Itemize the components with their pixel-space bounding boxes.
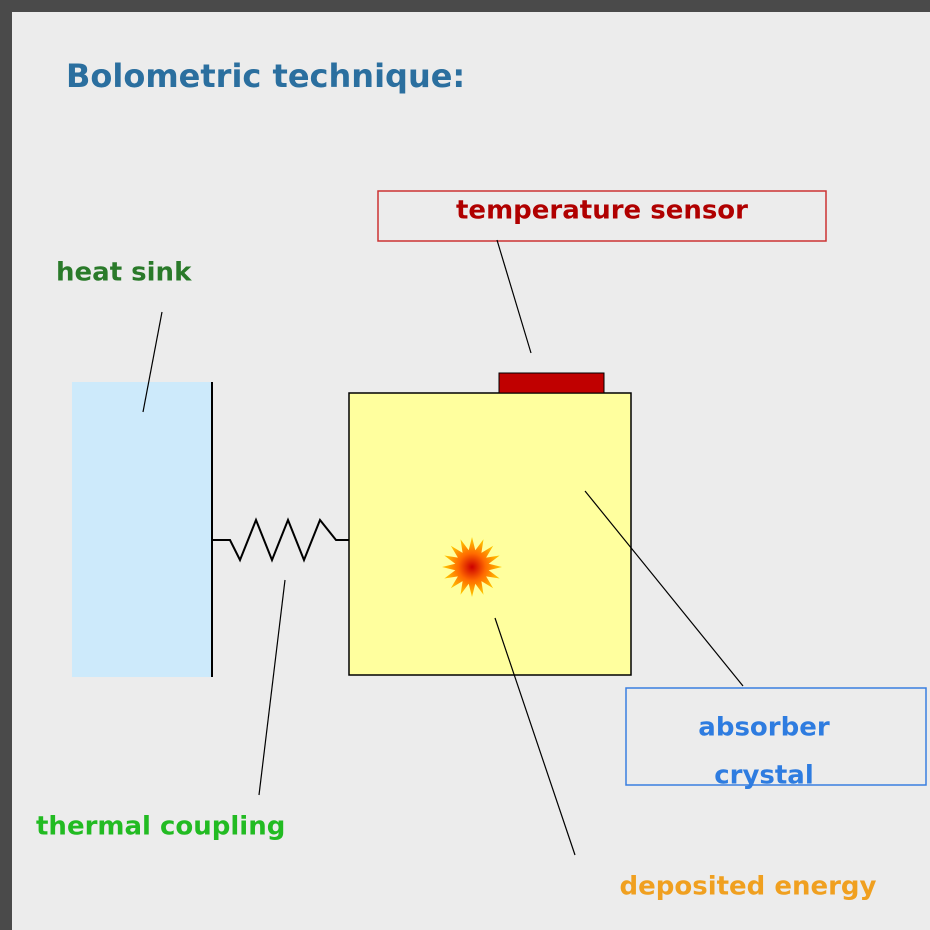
- label: temperature sensor: [456, 196, 748, 226]
- label: thermal coupling: [36, 812, 285, 842]
- leader: [496, 239, 532, 354]
- heat-sink: [72, 382, 212, 677]
- title: Bolometric technique:: [66, 57, 465, 95]
- label: crystal: [714, 761, 814, 791]
- label-box: [377, 190, 827, 242]
- leader: [584, 490, 744, 687]
- label: heat sink: [56, 258, 192, 288]
- thermal-coupling: [212, 517, 349, 563]
- label-box: [625, 687, 927, 786]
- leader: [258, 579, 286, 796]
- absorber: [348, 392, 632, 676]
- deposited-energy-burst: [442, 537, 502, 597]
- label: absorber: [698, 713, 830, 743]
- leader: [494, 617, 576, 856]
- sensor: [498, 372, 605, 394]
- label: deposited energy: [620, 872, 877, 902]
- leader: [142, 311, 163, 413]
